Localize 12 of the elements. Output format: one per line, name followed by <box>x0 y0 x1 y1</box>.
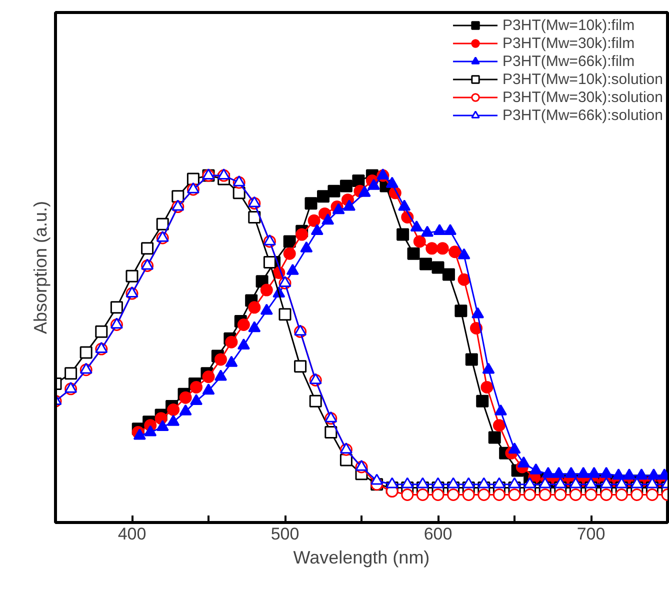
legend-label: P3HT(Mw=66k):film <box>502 52 635 70</box>
x-tick-label: 600 <box>424 524 452 544</box>
y-axis-title: Absorption (a.u.) <box>30 200 50 334</box>
legend-label: P3HT(Mw=10k):film <box>502 16 635 34</box>
legend-label: P3HT(Mw=66k):solution <box>502 106 663 124</box>
x-tick-label: 400 <box>118 524 146 544</box>
legend-label: P3HT(Mw=10k):solution <box>502 70 663 88</box>
x-axis-title: Wavelength (nm) <box>293 548 430 568</box>
x-tick-label: 500 <box>270 524 300 544</box>
legend-label: P3HT(Mw=30k):film <box>502 34 635 52</box>
x-tick-label: 700 <box>576 524 606 544</box>
legend-label: P3HT(Mw=30k):solution <box>502 88 663 106</box>
